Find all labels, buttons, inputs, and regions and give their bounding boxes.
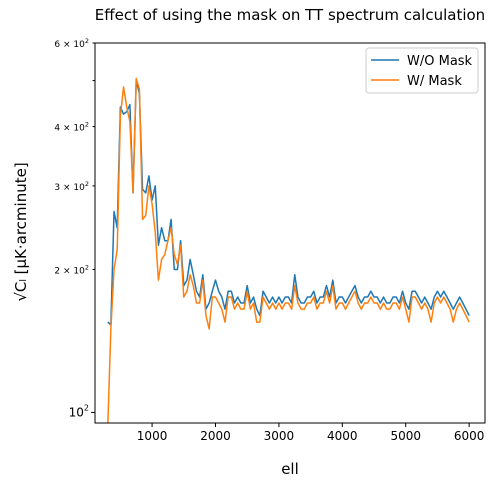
- y-axis-label: √Cₗ [μK·arcminute]: [12, 162, 30, 301]
- y-tick-label: 102: [69, 403, 89, 419]
- plot-area: [94, 42, 486, 424]
- x-axis-label: ell: [281, 460, 299, 478]
- x-axis: 1000 2000 3000 4000 5000 6000: [137, 423, 485, 443]
- y-tick-label: 3 × 102: [54, 180, 89, 193]
- legend-item-without-mask: W/O Mask: [371, 54, 473, 69]
- legend-label-with-mask: W/ Mask: [407, 74, 462, 89]
- chart-title: Effect of using the mask on TT spectrum …: [95, 6, 485, 24]
- series-layer: [107, 77, 470, 423]
- x-tick-label: 4000: [327, 429, 358, 443]
- y-axis: 102 2 × 102 3 × 102 4 × 102 6 × 102: [54, 37, 95, 419]
- y-tick-label: 6 × 102: [54, 37, 89, 50]
- legend-item-with-mask: W/ Mask: [371, 74, 462, 89]
- x-tick-label: 5000: [390, 429, 421, 443]
- legend: W/O Mask W/ Mask: [365, 47, 479, 94]
- legend-label-without-mask: W/O Mask: [407, 54, 473, 69]
- x-tick-label: 2000: [200, 429, 231, 443]
- x-tick-label: 1000: [137, 429, 168, 443]
- series-line-w-mask: [107, 77, 470, 423]
- y-tick-label: 2 × 102: [54, 264, 89, 277]
- x-tick-label: 3000: [264, 429, 295, 443]
- axes-frame: [94, 42, 486, 424]
- y-tick-label: 4 × 102: [54, 121, 89, 134]
- x-tick-label: 6000: [454, 429, 485, 443]
